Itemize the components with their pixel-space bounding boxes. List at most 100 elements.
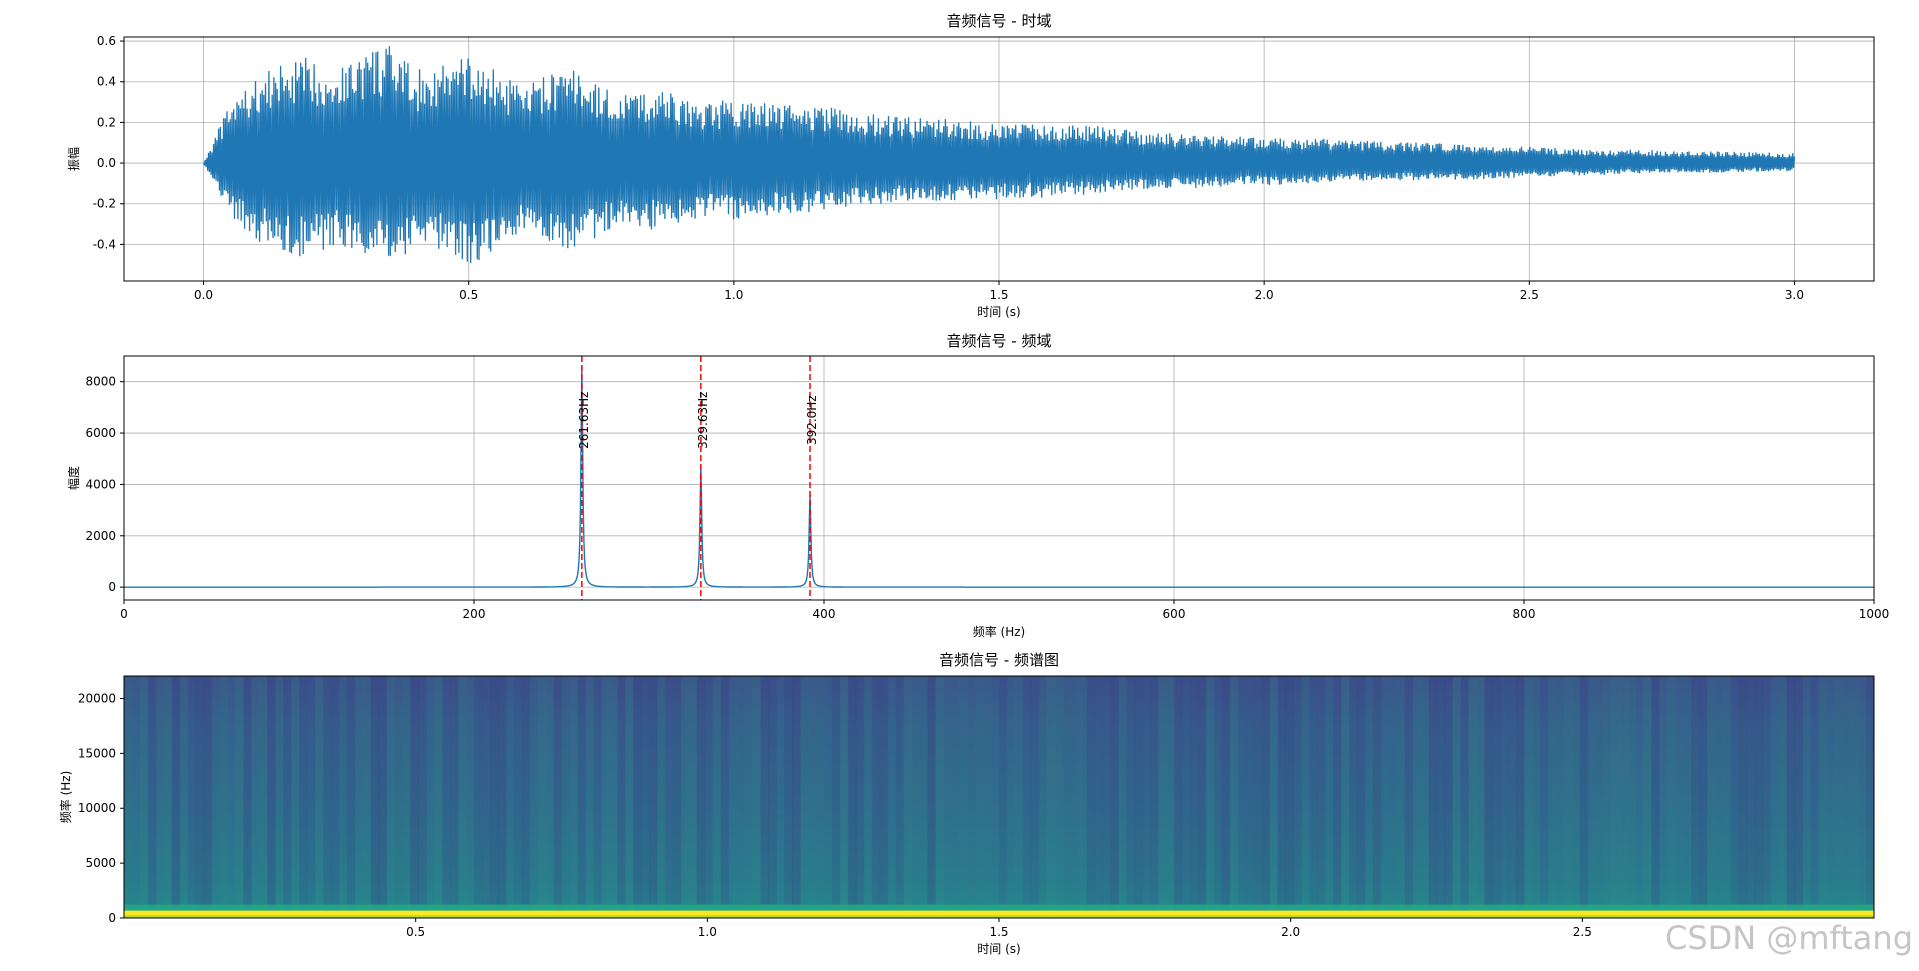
spectrogram-texture-column — [219, 676, 228, 918]
x-tick-label: 1.5 — [989, 925, 1008, 939]
spectrogram-texture-column — [147, 676, 157, 918]
spectrogram-texture-column — [1404, 676, 1414, 918]
spectrogram-texture-column — [1110, 676, 1119, 918]
spectrogram-texture-column — [561, 676, 571, 918]
spectrogram-texture-column — [1054, 676, 1064, 918]
spectrogram-texture-column — [267, 676, 276, 918]
y-tick-label: 0 — [108, 911, 116, 925]
spectrogram-texture-column — [458, 676, 467, 918]
spectrogram-texture-column — [235, 676, 244, 918]
spectrogram-texture-column — [394, 676, 403, 918]
spectrogram-texture-column — [943, 676, 952, 918]
spectrogram-texture-column — [1866, 676, 1874, 918]
spectrogram-texture-column — [911, 676, 921, 918]
spectrogram-texture-column — [1675, 676, 1684, 918]
spectrogram-texture-column — [784, 676, 793, 918]
spectrogram-texture-column — [1500, 676, 1509, 918]
spectrogram-texture-column — [816, 676, 825, 918]
x-tick-label: 0 — [120, 607, 128, 621]
spectrogram-texture-column — [338, 676, 348, 918]
spectrogram-texture-column — [1627, 676, 1636, 918]
spectrogram-texture-column — [1014, 676, 1024, 918]
spectrogram-texture-column — [1269, 676, 1278, 918]
spectrogram-texture-column — [410, 676, 419, 918]
spectrogram-texture-column — [1221, 676, 1231, 918]
spectrogram-texture-column — [1826, 676, 1835, 918]
spectrogram-texture-column — [386, 676, 396, 918]
x-tick-label: 1.0 — [724, 288, 743, 302]
spectrogram-texture-column — [291, 676, 300, 918]
spectrogram-texture-column — [1516, 676, 1525, 918]
frequency-domain-ylabel: 幅度 — [66, 466, 81, 490]
spectrogram-texture-column — [545, 676, 555, 918]
spectrogram-texture-column — [124, 676, 133, 918]
spectrogram-texture-column — [824, 676, 833, 918]
y-tick-label: -0.2 — [93, 197, 116, 211]
spectrogram-texture-column — [1818, 676, 1827, 918]
spectrogram-texture-column — [203, 676, 213, 918]
spectrogram-texture-column — [1579, 676, 1589, 918]
y-tick-label: 0 — [108, 580, 116, 594]
spectrogram-texture-column — [1571, 676, 1581, 918]
spectrogram-texture-column — [1134, 676, 1143, 918]
spectrogram-texture-column — [649, 676, 658, 918]
spectrogram-texture-column — [1078, 676, 1088, 918]
x-tick-label: 2.5 — [1520, 288, 1539, 302]
spectrogram-texture-column — [1460, 676, 1469, 918]
spectrogram-texture-column — [1786, 676, 1796, 918]
spectrogram-texture-column — [704, 676, 714, 918]
spectrogram-xlabel: 时间 (s) — [977, 942, 1020, 956]
y-tick-label: 2000 — [85, 529, 116, 543]
spectrogram-texture-column — [1420, 676, 1430, 918]
spectrogram-texture-column — [1746, 676, 1756, 918]
spectrogram-texture-column — [800, 676, 809, 918]
spectrogram-texture-column — [553, 676, 563, 918]
spectrogram-texture-column — [139, 676, 149, 918]
spectrogram-texture-column — [903, 676, 913, 918]
spectrogram-texture-column — [195, 676, 205, 918]
spectrogram-texture-column — [672, 676, 682, 918]
y-tick-label: 8000 — [85, 375, 116, 389]
spectrogram-texture-column — [609, 676, 618, 918]
spectrogram-texture-column — [283, 676, 292, 918]
spectrogram-texture-column — [513, 676, 523, 918]
spectrogram-texture-column — [330, 676, 340, 918]
spectrogram-texture-column — [211, 676, 221, 918]
y-tick-label: 4000 — [85, 477, 116, 491]
spectrogram-texture-column — [1086, 676, 1096, 918]
spectrogram-texture-column — [402, 676, 411, 918]
spectrogram-texture-column — [434, 676, 443, 918]
spectrogram-texture-column — [593, 676, 602, 918]
spectrogram-texture-column — [1070, 676, 1080, 918]
y-tick-label: 6000 — [85, 426, 116, 440]
spectrogram-texture-column — [1691, 676, 1700, 918]
frequency-domain-frame — [123, 355, 1875, 601]
spectrogram-texture-column — [768, 676, 777, 918]
spectrogram-texture-column — [879, 676, 889, 918]
spectrogram-band-base — [124, 915, 1874, 918]
spectrogram-texture-column — [1563, 676, 1573, 918]
spectrogram-texture-column — [1754, 676, 1764, 918]
spectrogram-texture-column — [1364, 676, 1374, 918]
spectrogram-texture-column — [1372, 676, 1382, 918]
x-tick-label: 400 — [813, 607, 836, 621]
spectrogram-texture-column — [633, 676, 642, 918]
spectrogram-texture-column — [466, 676, 475, 918]
spectrogram-texture-column — [1285, 676, 1294, 918]
spectrogram-texture-column — [1428, 676, 1438, 918]
spectrogram-texture-column — [1245, 676, 1255, 918]
spectrogram-texture-column — [625, 676, 634, 918]
spectrogram-texture-column — [1349, 676, 1358, 918]
x-tick-label: 200 — [463, 607, 486, 621]
x-tick-label: 3.0 — [1785, 288, 1804, 302]
spectrogram-texture-column — [481, 676, 491, 918]
spectrogram-texture-column — [680, 676, 690, 918]
spectrogram-texture-column — [664, 676, 674, 918]
spectrogram-texture-column — [601, 676, 610, 918]
spectrogram-texture-column — [1699, 676, 1708, 918]
spectrogram-texture-column — [1158, 676, 1167, 918]
spectrogram-texture-column — [1842, 676, 1851, 918]
frequency-domain-title: 音频信号 - 频域 — [947, 332, 1052, 350]
waveform-series-line — [202, 46, 1796, 264]
spectrogram-texture-column — [641, 676, 650, 918]
